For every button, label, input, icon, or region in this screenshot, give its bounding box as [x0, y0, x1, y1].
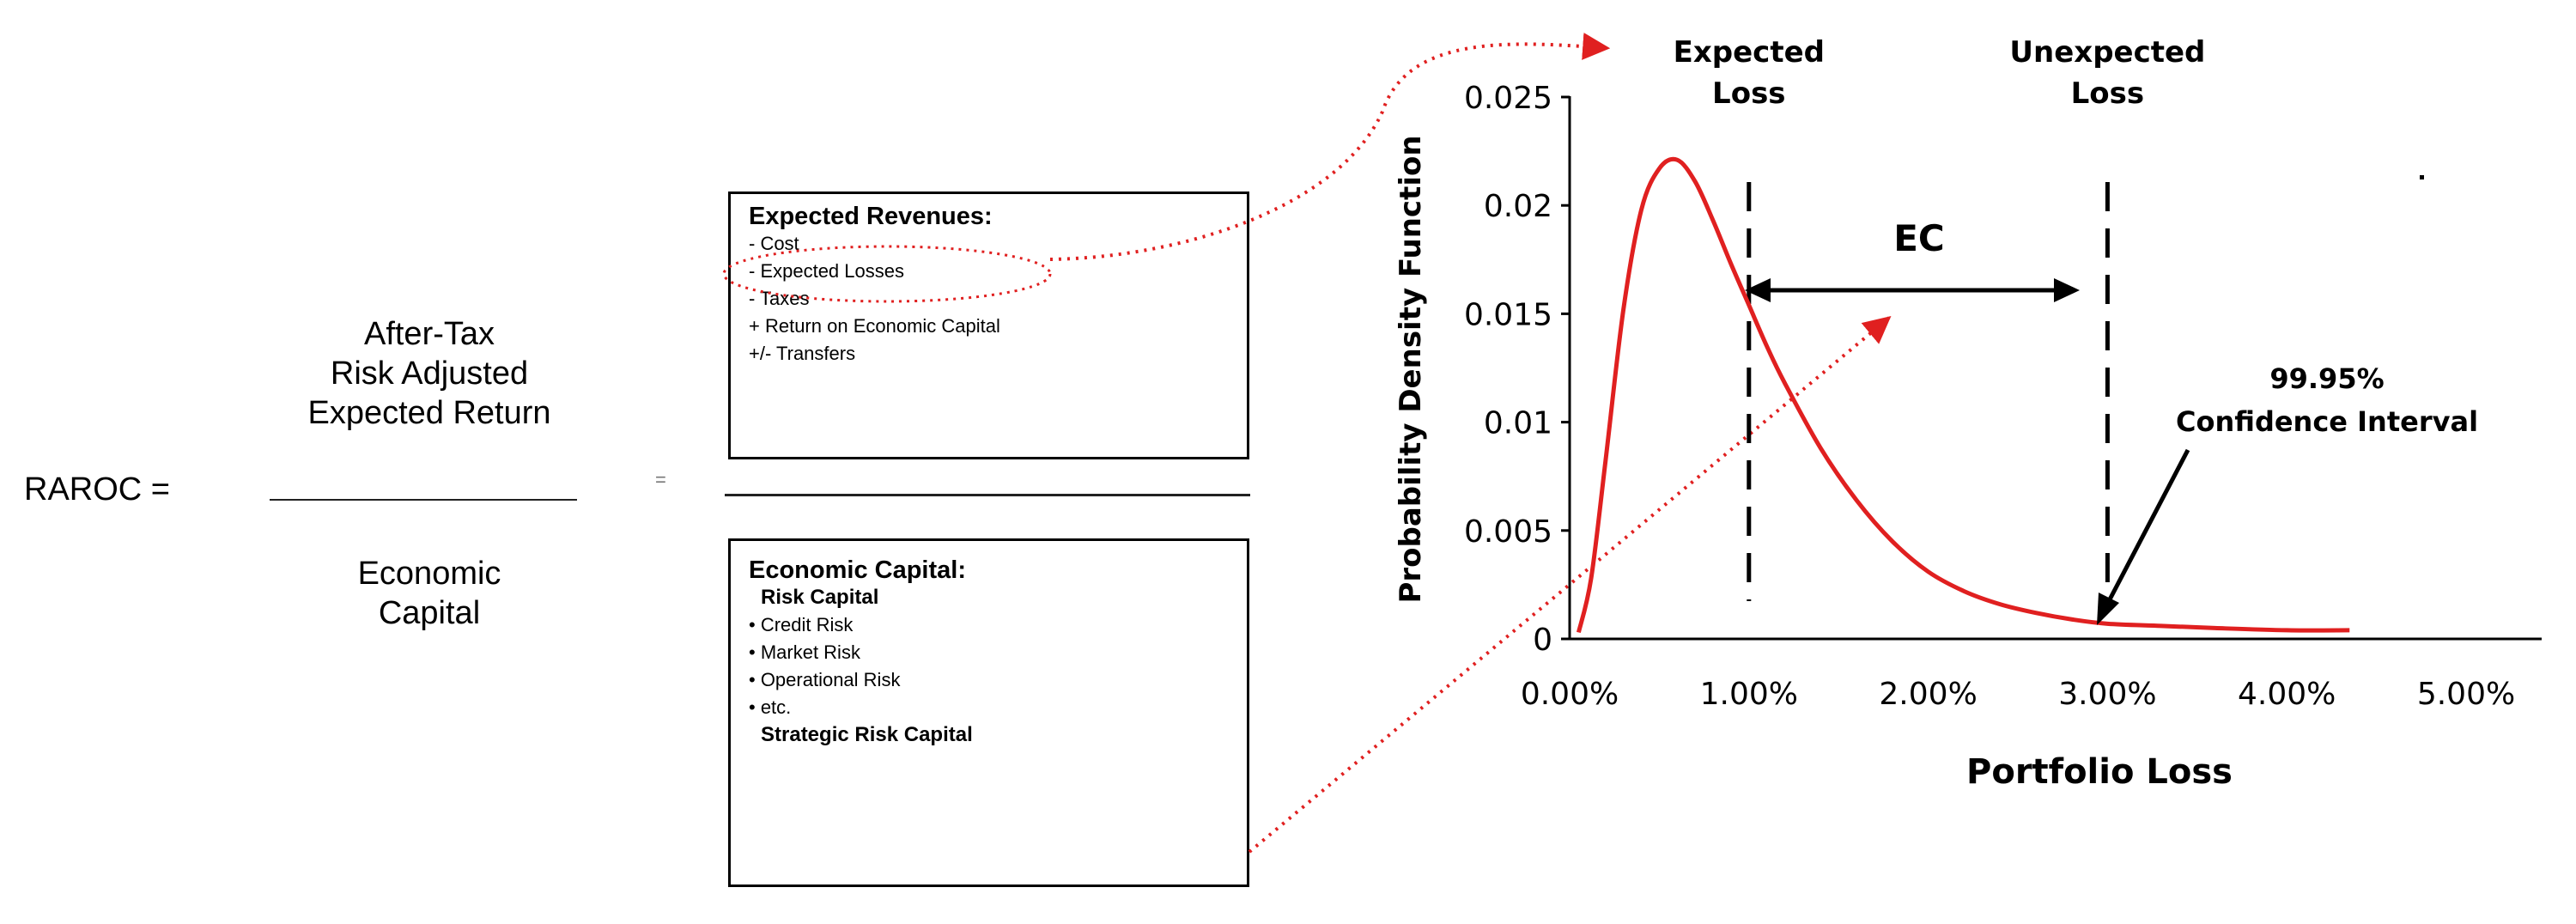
fraction-bar: [270, 499, 577, 501]
revenues-line: - Taxes: [749, 288, 810, 309]
highlight-ellipse: [722, 245, 1052, 303]
x-tick-label: 4.00%: [2238, 677, 2336, 712]
y-tick-label: 0: [1533, 623, 1552, 658]
numerator-line: After-Tax: [363, 316, 495, 352]
confidence-arrow: [2106, 448, 2190, 603]
x-tick-label: 2.00%: [1879, 677, 1977, 712]
connector-arrow-expected-loss: [1049, 32, 1611, 261]
y-tick-label: 0.005: [1464, 514, 1552, 550]
denominator-line: Economic: [357, 556, 501, 592]
x-tick-label: 5.00%: [2417, 677, 2515, 712]
revenues-title: Expected Revenues:: [749, 203, 993, 230]
equals-sign: =: [655, 469, 666, 490]
expected-revenues-box: Expected Revenues: - Cost - Expected Los…: [728, 191, 1249, 459]
ec-arrow-right-head: [2054, 278, 2080, 302]
capital-item: • Operational Risk: [749, 669, 901, 690]
marker-header: Loss: [2071, 76, 2145, 111]
y-axis-title: Probability Density Function: [1394, 135, 1428, 603]
capital-subtitle: Risk Capital: [761, 586, 879, 609]
connector-arrow-ec: [1248, 315, 1892, 854]
economic-capital-box: Economic Capital: Risk Capital • Credit …: [728, 538, 1249, 887]
capital-footer: Strategic Risk Capital: [761, 723, 973, 746]
ec-label: EC: [1893, 217, 1945, 259]
marker-header: Unexpected: [2009, 35, 2205, 70]
confidence-arrow-head: [2097, 593, 2119, 625]
marker-header: Loss: [1712, 76, 1786, 111]
revenues-line-expected-losses: - Expected Losses: [749, 260, 904, 282]
y-tick-label: 0.015: [1464, 297, 1552, 332]
capital-item: • Credit Risk: [749, 614, 854, 635]
raroc-label: RAROC =: [24, 471, 170, 508]
confidence-percent: 99.95%: [2269, 362, 2384, 395]
capital-item: • Market Risk: [749, 641, 860, 663]
y-tick-label: 0.02: [1484, 189, 1552, 224]
numerator-text: After-Tax Risk Adjusted Expected Return: [258, 314, 601, 433]
capital-title: Economic Capital:: [749, 556, 966, 584]
x-axis-title: Portfolio Loss: [1966, 752, 2233, 792]
revenues-line: +/- Transfers: [749, 343, 856, 364]
denominator-line: Capital: [378, 595, 481, 631]
marker-header: Expected: [1674, 35, 1825, 70]
x-tick-label: 0.00%: [1521, 677, 1619, 712]
x-tick-label: 1.00%: [1700, 677, 1798, 712]
stray-dot: [2420, 175, 2424, 179]
confidence-label: Confidence Interval: [2176, 405, 2478, 438]
numerator-line: Risk Adjusted: [330, 356, 529, 392]
box-fraction-bar: [725, 494, 1250, 496]
revenues-line: + Return on Economic Capital: [749, 315, 1000, 337]
denominator-text: Economic Capital: [258, 554, 601, 633]
numerator-line: Expected Return: [307, 395, 551, 431]
y-tick-label: 0.025: [1464, 81, 1552, 116]
pdf-curve: [1577, 156, 2350, 634]
y-tick-label: 0.01: [1484, 406, 1552, 441]
capital-item: • etc.: [749, 696, 792, 718]
ec-arrow-left-head: [1745, 278, 1771, 302]
x-tick-label: 3.00%: [2058, 677, 2156, 712]
